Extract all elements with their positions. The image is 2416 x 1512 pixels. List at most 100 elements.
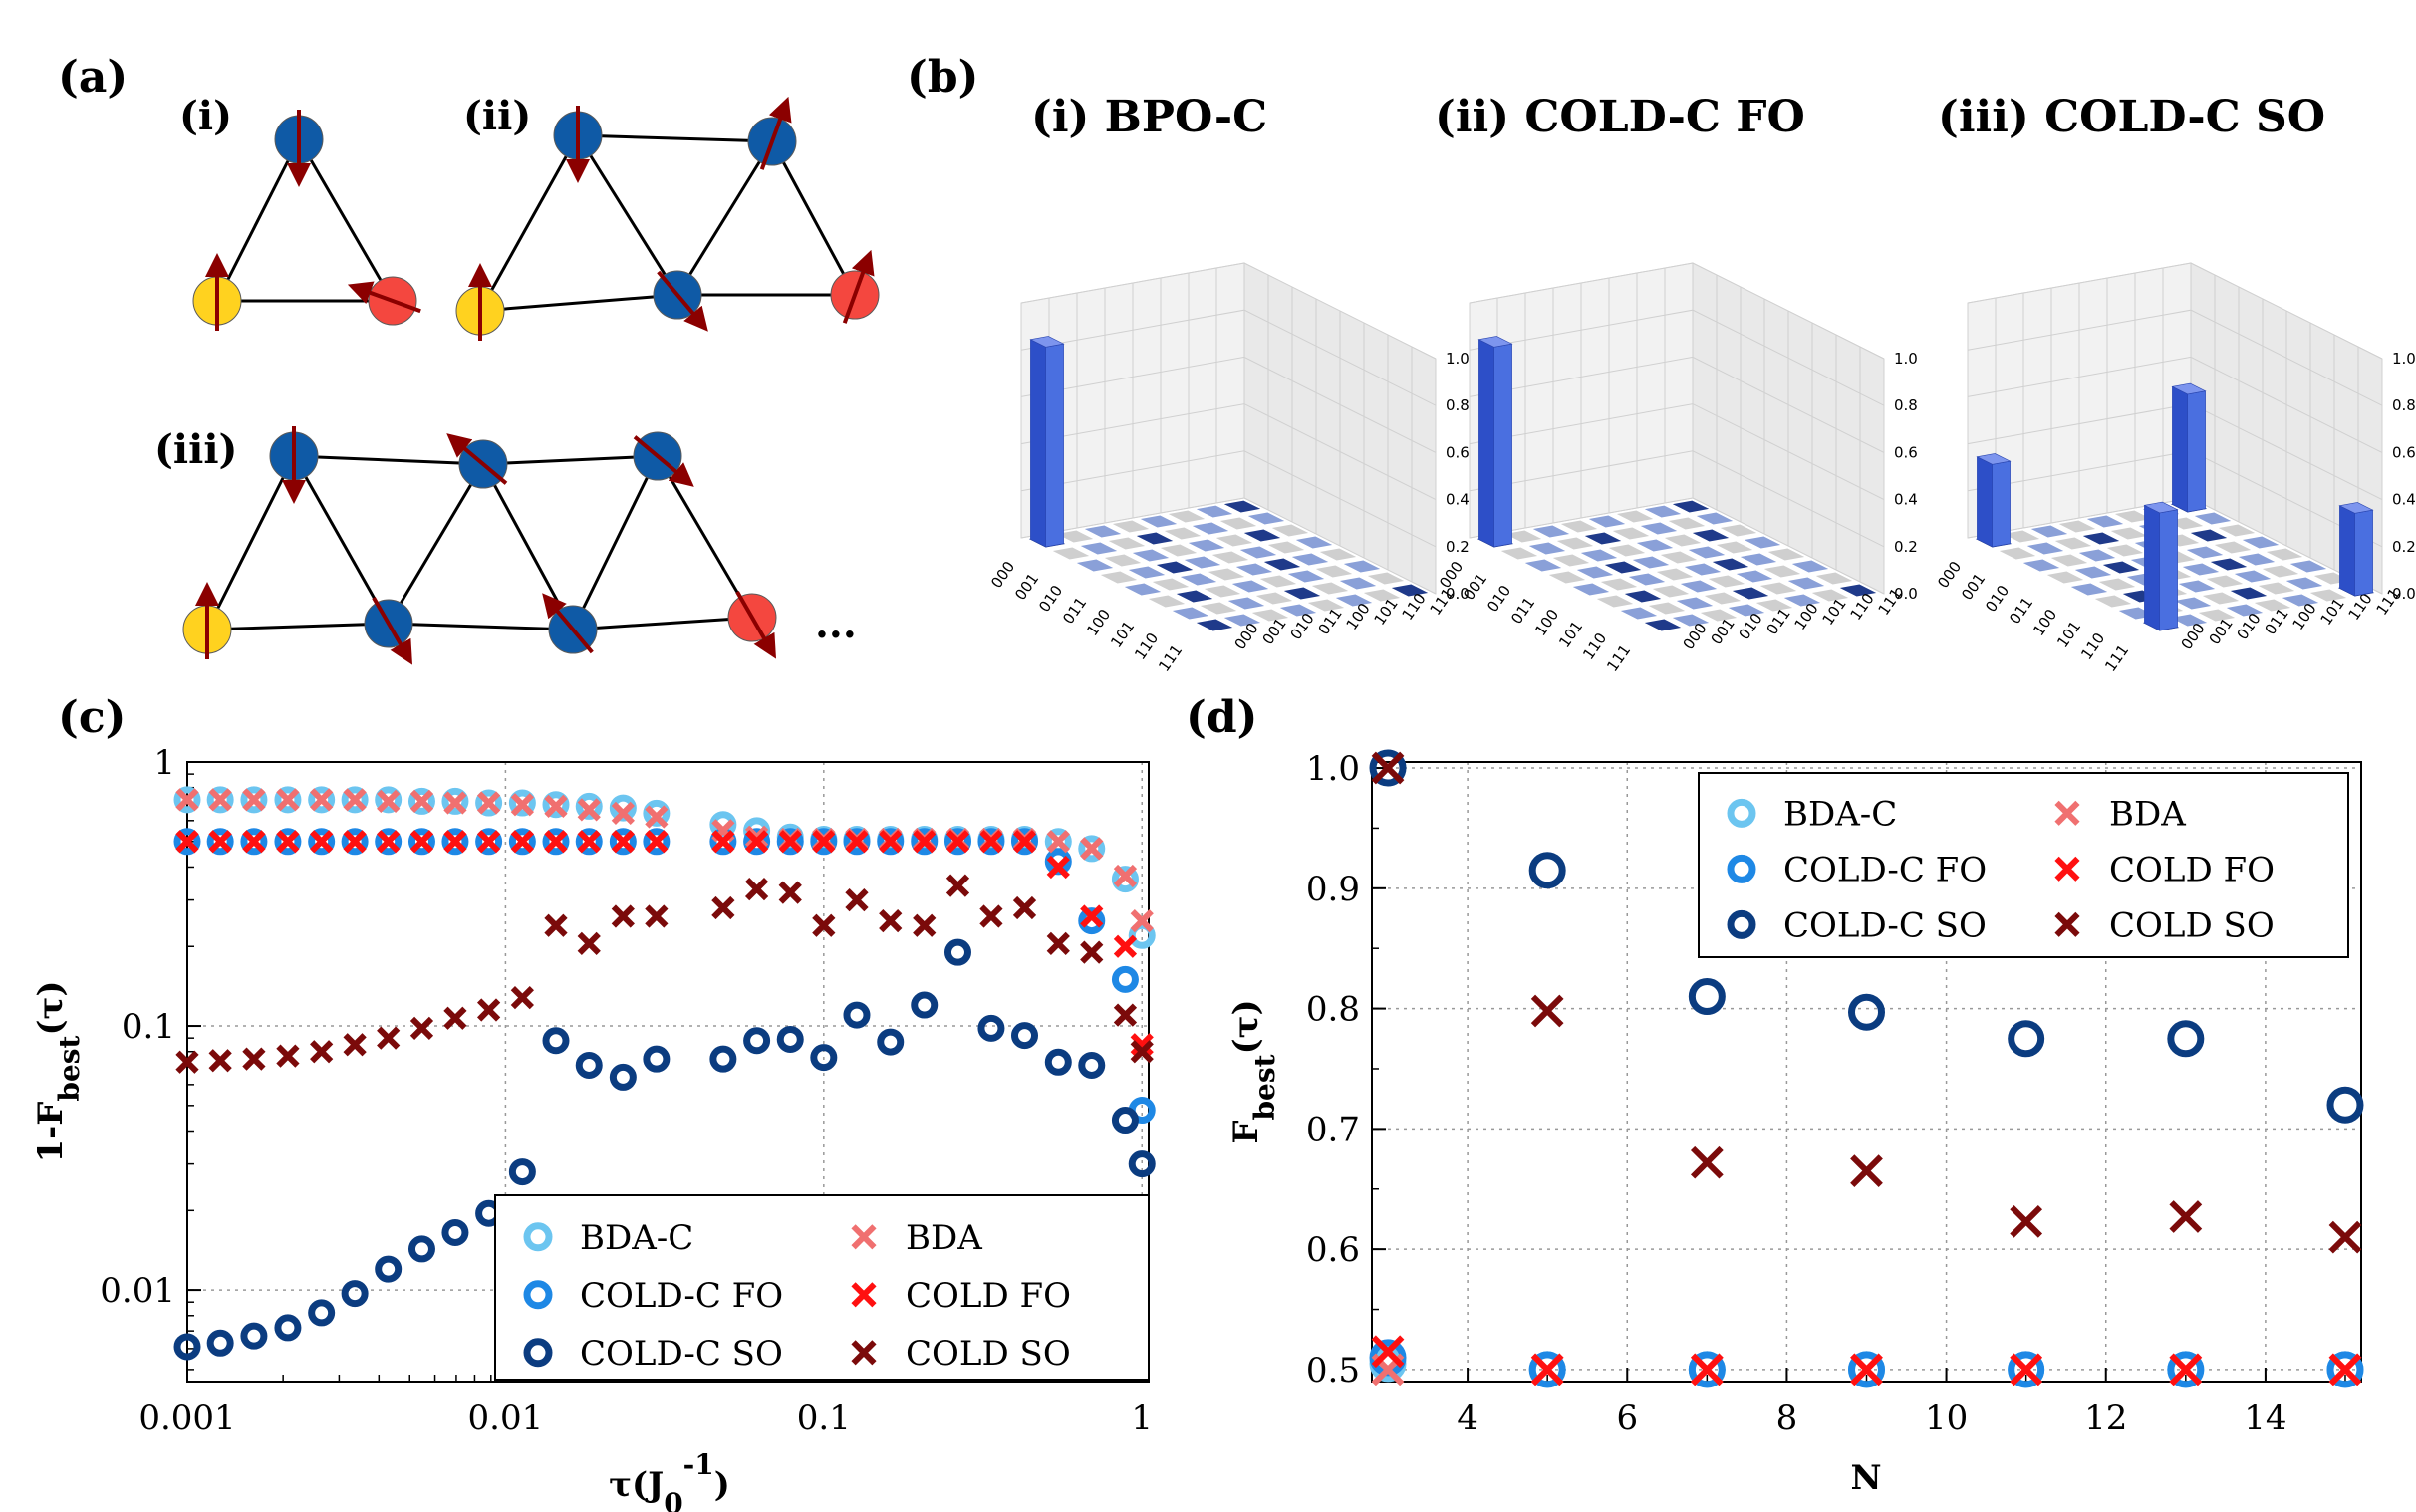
floor-tile	[2174, 597, 2212, 610]
x-tick-label: 12	[2084, 1398, 2127, 1438]
point-cold-fo	[845, 830, 869, 854]
point-cold-fo	[544, 830, 568, 854]
point-cold-c-fo	[341, 828, 369, 856]
legend-entry: COLD FO	[2109, 850, 2275, 889]
bar-face	[2187, 390, 2206, 513]
floor-tile	[1315, 565, 1353, 578]
point-bda-c	[523, 1222, 553, 1252]
panel-b-title-ii: (ii) COLD-C FO	[1435, 92, 1805, 142]
floor-tile	[2110, 527, 2148, 540]
point-cold-fo	[913, 830, 937, 854]
bar-side	[2144, 504, 2160, 631]
point-cold-c-so	[743, 1027, 771, 1055]
bar-top	[1976, 453, 2012, 465]
floor-tile	[1140, 515, 1178, 528]
point-cold-fo	[812, 830, 836, 854]
point-cold-c-so	[508, 1158, 536, 1186]
x-tick-label: 010	[1483, 582, 1514, 616]
wall-grid	[1469, 497, 1885, 595]
y-axis-label-sub: best	[1248, 1054, 1281, 1120]
floor-tile	[1160, 544, 1198, 557]
point-cold-c-fo	[542, 828, 570, 856]
floor-tile	[1136, 532, 1174, 545]
floor-tile	[2074, 566, 2112, 579]
z-tick-label: 0.6	[1446, 443, 1470, 461]
bar-top	[1477, 336, 1513, 348]
point-cold-c-so	[1111, 1107, 1139, 1134]
panel-b-title-i: (i) BPO-C	[1031, 92, 1267, 142]
floor-tile	[1532, 525, 1570, 538]
floor-tile	[1600, 578, 1638, 591]
floor-tile	[1263, 558, 1301, 571]
floor-tile	[1208, 568, 1245, 581]
lattice-bond	[292, 455, 391, 625]
panel-a-sub-i: (i)	[179, 93, 232, 139]
point-cold-c-fo	[240, 828, 268, 856]
floor-tile	[1644, 505, 1682, 518]
point-cold-fo	[1530, 1353, 1564, 1386]
floor-tile	[2234, 570, 2272, 583]
y-tick-label: 0.5	[1306, 1351, 1360, 1390]
wall-grid	[1020, 262, 1437, 360]
floor-tile	[1112, 520, 1150, 533]
floor-tile	[1680, 580, 1718, 593]
y-tick-label: 110	[1399, 590, 1430, 624]
x-tick-label: 100	[2029, 606, 2060, 639]
floor-tile	[2198, 609, 2236, 622]
floor-tile	[1608, 544, 1646, 557]
panel-a-sub-ii: (ii)	[463, 93, 531, 139]
legend-entry: COLD FO	[906, 1276, 1071, 1316]
y-tick-label: 010	[2234, 610, 2265, 643]
floor-tile	[2262, 565, 2299, 578]
point-cold-c-so	[877, 1028, 905, 1056]
point-bda-c	[575, 792, 603, 820]
point-cold-c-fo	[441, 828, 469, 856]
point-cold-c-fo	[643, 828, 671, 856]
point-cold-so	[851, 1340, 877, 1366]
point-bda	[744, 825, 769, 849]
y-tick-label: 0.9	[1306, 870, 1360, 909]
panel-b-label: (b)	[907, 52, 978, 103]
point-cold-fo	[851, 1282, 877, 1308]
bar-side	[1478, 339, 1494, 548]
bar-top	[2143, 501, 2179, 514]
point-cold-c-so	[441, 1218, 469, 1246]
point-cold-c-so	[2008, 1020, 2045, 1058]
y-tick-label: 101	[1819, 595, 1850, 629]
point-cold-so	[1080, 940, 1104, 964]
point-cold-fo	[175, 830, 199, 854]
x-tick-label: 6	[1616, 1398, 1638, 1438]
floor-tile	[1620, 607, 1658, 620]
floor-tile	[1267, 541, 1305, 554]
point-cold-c-fo	[1848, 1351, 1885, 1388]
floor-tile	[2190, 529, 2228, 542]
floor-tile	[1700, 609, 1738, 622]
floor-tile	[1628, 573, 1666, 586]
floor-tile	[1367, 572, 1405, 585]
legend-entry: BDA	[2109, 794, 2186, 834]
lattice-bond	[293, 454, 484, 466]
wall-grid	[1020, 497, 1437, 595]
point-cold-so	[476, 998, 501, 1022]
y-tick-label: 000	[1231, 620, 1262, 653]
wall-grid	[1020, 356, 1437, 453]
point-cold-fo	[879, 830, 903, 854]
floor-tile	[1744, 536, 1781, 549]
lattice-bond	[387, 463, 485, 625]
point-cold-fo	[945, 830, 970, 854]
point-cold-so	[812, 913, 836, 937]
floor-tile	[2186, 546, 2224, 559]
z-tick-label: 0.2	[2392, 538, 2416, 556]
floor-tile	[1255, 592, 1293, 605]
floor-tile	[1783, 594, 1821, 607]
floor-tile	[1684, 563, 1722, 576]
floor-tile	[1640, 522, 1678, 535]
point-bda	[343, 788, 367, 812]
z-tick-label: 0.0	[1894, 585, 1918, 603]
x-tick-label: 111	[1603, 641, 1634, 675]
y-tick-label: 011	[1315, 605, 1346, 638]
point-cold-c-fo	[776, 828, 804, 856]
panel-d-plot: 4 6 8 10 12 14 0.5 0.6 0.7 0.8 0.9 1.0 N Fbest(τ) BDA-…	[1226, 749, 2364, 1498]
floor-tile	[1132, 549, 1170, 562]
floor-tile	[1580, 549, 1618, 562]
